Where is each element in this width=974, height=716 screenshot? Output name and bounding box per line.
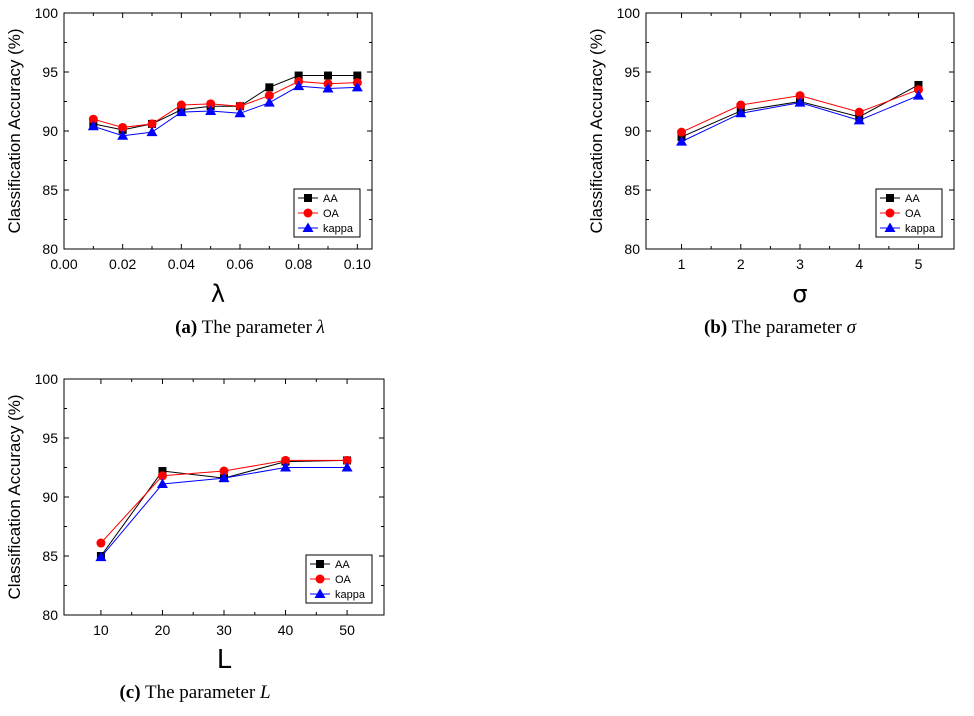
legend-label: OA [335,574,352,586]
series-oa [677,85,923,136]
chart-a: 80 85 90 95 100 0.00 0.02 0.04 0.06 0.08 0.10 Class… [5,5,372,308]
x-tick-label: 0.00 [50,256,77,272]
x-tick-label: 10 [93,622,109,638]
series-line [93,86,357,136]
series-line [93,81,357,127]
legend-label: AA [335,559,350,571]
x-tick-label: 0.10 [344,256,371,272]
series-oa [89,77,362,132]
y-tick-label: 80 [42,607,58,623]
caption-a-label: (a) [175,317,197,338]
data-point [96,539,105,548]
x-tick-label: 1 [678,256,686,272]
data-point [147,127,158,136]
legend-marker [316,575,325,584]
y-tick-label: 85 [42,182,58,198]
y-tick-label: 100 [617,5,641,21]
legend-marker [304,209,313,218]
data-point [264,97,275,107]
y-tick-label: 85 [42,548,58,564]
series-kappa [88,81,363,140]
y-tick-label: 95 [42,64,58,80]
legend-label: OA [905,208,922,220]
legend: AA OA kappa [294,189,360,237]
y-axis-label: Classification Accuracy (%) [5,394,24,599]
caption-c: (c) The parameter L [0,682,390,704]
x-tick-label: 30 [216,622,232,638]
series-aa [89,72,361,134]
legend-label: kappa [335,589,366,601]
caption-a-symbol: λ [317,317,325,338]
legend-label: OA [323,208,340,220]
caption-a-text: The parameter [202,317,312,338]
caption-b-label: (b) [704,317,727,338]
y-axis-label: Classification Accuracy (%) [587,28,606,233]
y-tick-label: 90 [42,489,58,505]
x-tick-label: 0.08 [285,256,312,272]
legend-label: AA [323,193,338,205]
x-tick-label: 0.02 [109,256,136,272]
legend-label: kappa [323,223,354,235]
legend-marker [316,560,324,568]
y-tick-label: 80 [624,241,640,257]
chart-c: 80 85 90 95 100 10 20 30 40 50 Classification Accu… [5,371,384,675]
x-tick-label: 2 [737,256,745,272]
y-tick-label: 100 [35,5,59,21]
legend: AA OA kappa [876,189,942,237]
y-tick-label: 95 [42,430,58,446]
caption-b-symbol: σ [847,317,856,338]
series-oa [96,456,351,548]
x-axis-label: σ [792,280,807,308]
caption-c-symbol: L [260,682,271,703]
y-tick-label: 85 [624,182,640,198]
x-tick-label: 20 [155,622,171,638]
y-tick-label: 95 [624,64,640,80]
y-tick-label: 90 [624,123,640,139]
x-tick-label: 0.04 [168,256,195,272]
x-tick-label: 5 [915,256,923,272]
y-tick-label: 100 [35,371,59,387]
x-tick-label: 4 [855,256,863,272]
y-tick-label: 80 [42,241,58,257]
x-axis-label: λ [211,280,225,308]
legend-marker [304,194,312,202]
legend-marker [886,194,894,202]
y-axis-label: Classification Accuracy (%) [5,28,24,233]
x-tick-label: 3 [796,256,804,272]
caption-c-label: (c) [119,682,140,703]
x-tick-label: 40 [278,622,294,638]
caption-c-text: The parameter [145,682,255,703]
legend-marker [886,209,895,218]
caption-a: (a) The parameter λ [50,317,450,339]
data-point [324,72,332,80]
legend: AA OA kappa [306,555,372,603]
caption-b-text: The parameter [732,317,842,338]
legend-label: AA [905,193,920,205]
series-aa [678,81,923,141]
series-kappa [95,462,352,561]
x-tick-label: 50 [339,622,355,638]
data-point [265,83,273,91]
legend-label: kappa [905,223,936,235]
figure: 80 85 90 95 100 0.00 0.02 0.04 0.06 0.08 0.10 Class… [0,0,974,716]
caption-b: (b) The parameter σ [580,317,974,339]
series-line [93,76,357,130]
y-tick-label: 90 [42,123,58,139]
data-point [677,128,686,137]
x-axis-label: L [217,645,232,675]
chart-b: 80 85 90 95 100 1 2 3 4 5 Classification Accuracy … [587,5,954,308]
x-tick-label: 0.06 [226,256,253,272]
